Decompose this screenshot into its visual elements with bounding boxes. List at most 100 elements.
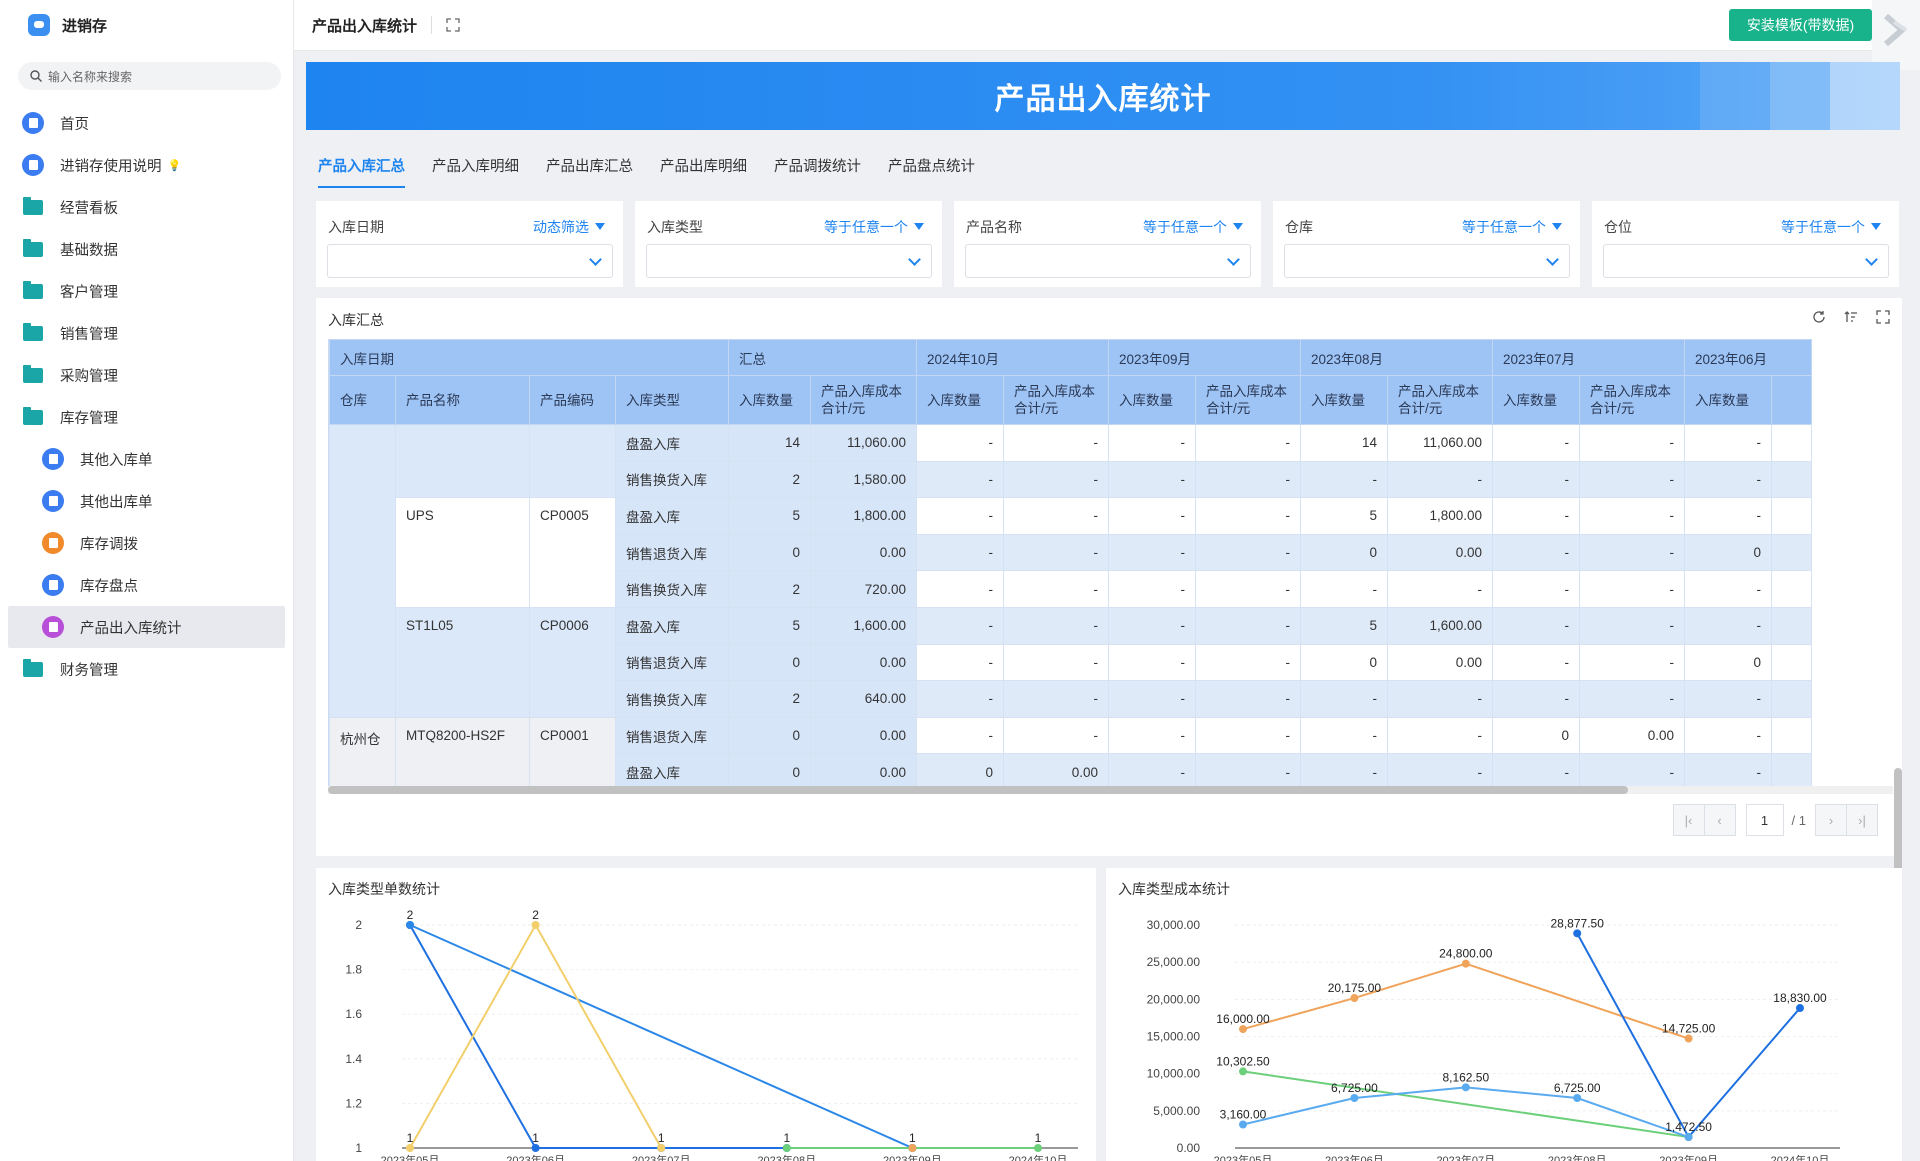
data-table: 入库日期 汇总 2024年10月 2023年09月 2023年08月 2023年07月 20… xyxy=(329,339,1812,791)
table-row[interactable]: 销售退货入库 0 0.00- - - -0 0.00- -0 xyxy=(330,643,1812,682)
value-cell: - xyxy=(916,716,1004,755)
refresh-icon[interactable] xyxy=(1812,310,1826,324)
tab-1[interactable]: 产品入库明细 xyxy=(432,159,519,175)
sidebar-item[interactable]: 其他出库单 xyxy=(0,480,293,522)
sidebar-item[interactable]: 采购管理 xyxy=(0,354,293,396)
sidebar-item[interactable]: 财务管理 xyxy=(0,648,293,690)
first-page-button[interactable]: |‹ xyxy=(1672,804,1705,836)
tab-0[interactable]: 产品入库汇总 xyxy=(318,150,405,188)
column-header[interactable]: 仓库 xyxy=(329,375,396,425)
summary-table[interactable]: 入库日期 汇总 2024年10月 2023年09月 2023年08月 2023年07月 20… xyxy=(328,339,1893,794)
data-point[interactable] xyxy=(406,921,414,929)
tab-5[interactable]: 产品盘点统计 xyxy=(888,159,975,175)
filter-select[interactable] xyxy=(646,244,932,278)
cost-header[interactable]: 产品入库成本 合计/元 xyxy=(1579,375,1685,425)
data-point[interactable] xyxy=(1684,1034,1693,1043)
filter-mode-dropdown[interactable]: 等于任意一个 xyxy=(1781,217,1881,237)
sidebar-item[interactable]: 库存管理 xyxy=(0,396,293,438)
data-point[interactable] xyxy=(1034,1144,1042,1152)
horizontal-scrollbar[interactable] xyxy=(328,786,1893,794)
qty-header[interactable]: 入库数量 xyxy=(916,375,1004,425)
corner-widget[interactable] xyxy=(1872,0,1920,70)
x-tick-label: 2023年07月 xyxy=(632,1153,691,1161)
data-point[interactable] xyxy=(1684,1133,1693,1142)
filter-select[interactable] xyxy=(1603,244,1889,278)
fullscreen-icon[interactable] xyxy=(446,18,460,32)
product-code-cell xyxy=(529,423,616,499)
data-point[interactable] xyxy=(531,1144,540,1152)
fullscreen-icon[interactable] xyxy=(1876,310,1890,324)
column-header[interactable]: 入库类型 xyxy=(615,375,729,425)
column-header[interactable]: 产品编码 xyxy=(529,375,616,425)
table-row[interactable]: 销售换货入库 2 1,580.00- - - - - - - - - xyxy=(330,460,1812,499)
data-point[interactable] xyxy=(406,1144,414,1152)
tab-3[interactable]: 产品出库明细 xyxy=(660,159,747,175)
tab-4[interactable]: 产品调拨统计 xyxy=(774,159,861,175)
filter-mode-dropdown[interactable]: 等于任意一个 xyxy=(1143,217,1243,237)
cost-header[interactable] xyxy=(1771,375,1812,425)
sidebar-item[interactable]: 其他入库单 xyxy=(0,438,293,480)
cost-header[interactable]: 产品入库成本 合计/元 xyxy=(1003,375,1109,425)
data-point[interactable] xyxy=(1573,929,1582,938)
sidebar-item[interactable]: 首页 xyxy=(0,102,293,144)
table-row[interactable]: 杭州仓 MTQ8200-HS2F CP0001 销售退货入库 0 0.00- - - - - -0 0… xyxy=(329,716,1812,791)
qty-header[interactable]: 入库数量 xyxy=(1684,375,1772,425)
data-point[interactable] xyxy=(908,1144,917,1152)
data-point[interactable] xyxy=(657,1144,666,1152)
vertical-scrollbar[interactable] xyxy=(1894,768,1902,918)
data-point[interactable] xyxy=(1350,994,1359,1003)
table-row[interactable]: 销售换货入库 2 720.00- - - - - - - - - xyxy=(330,570,1812,608)
sidebar-item[interactable]: 基础数据 xyxy=(0,228,293,270)
cost-header[interactable]: 产品入库成本 合计/元 xyxy=(1387,375,1493,425)
table-row[interactable]: UPS CP0005 盘盈入库 5 1,800.00- - - -5 1,800.00- - - xyxy=(330,497,1812,608)
data-point[interactable] xyxy=(1461,959,1470,968)
data-point[interactable] xyxy=(1239,1120,1247,1129)
sidebar-item[interactable]: 销售管理 xyxy=(0,312,293,354)
table-row[interactable]: 销售换货入库 2 640.00- - - - - - - - - xyxy=(330,680,1812,718)
sidebar-item[interactable]: 库存盘点 xyxy=(0,564,293,606)
data-point[interactable] xyxy=(1350,1094,1359,1103)
scroll-thumb[interactable] xyxy=(328,786,1628,794)
sidebar-item[interactable]: 进销存使用说明 💡 xyxy=(0,144,293,186)
qty-header[interactable]: 入库数量 xyxy=(1300,375,1388,425)
table-row[interactable]: 销售退货入库 0 0.00- - - -0 0.00- -0 xyxy=(330,533,1812,572)
table-row[interactable]: 盘盈入库 14 11,060.00- - - -14 11,060.00- - - xyxy=(329,423,1812,718)
data-point[interactable] xyxy=(1796,1004,1804,1013)
page-number-input[interactable]: 1 xyxy=(1745,804,1784,836)
data-point[interactable] xyxy=(1573,1094,1582,1103)
next-page-button[interactable]: › xyxy=(1815,804,1847,836)
count-line-chart[interactable]: 2 1.8 1.6 1.4 1.2 1 2023年05月 2023年06月 2023年07月 20… xyxy=(316,868,1096,1161)
last-page-button[interactable]: ›| xyxy=(1846,804,1878,836)
sidebar-item[interactable]: 客户管理 xyxy=(0,270,293,312)
value-cell: - xyxy=(1300,753,1388,791)
filter-select[interactable] xyxy=(965,244,1251,278)
filter-mode-dropdown[interactable]: 动态筛选 xyxy=(533,217,605,237)
search-input[interactable]: 输入名称来搜索 xyxy=(18,62,281,90)
sidebar-item[interactable]: 经营看板 xyxy=(0,186,293,228)
cost-header[interactable]: 产品入库成本 合计/元 xyxy=(810,375,917,425)
filter-mode-dropdown[interactable]: 等于任意一个 xyxy=(1462,217,1562,237)
data-point[interactable] xyxy=(1239,1025,1247,1034)
data-point[interactable] xyxy=(782,1144,791,1152)
qty-header[interactable]: 入库数量 xyxy=(728,375,811,425)
sort-icon[interactable] xyxy=(1844,310,1858,324)
table-row[interactable]: 盘盈入库 0 0.00 0 0.00- - - - - - - xyxy=(330,753,1812,791)
sidebar-item[interactable]: 产品出入库统计 xyxy=(8,606,285,648)
sidebar-item[interactable]: 库存调拨 xyxy=(0,522,293,564)
filter-select[interactable] xyxy=(1284,244,1570,278)
cost-line-chart[interactable]: 30,000.00 25,000.00 20,000.00 15,000.00 10,0… xyxy=(1106,868,1902,1161)
filter-select[interactable] xyxy=(327,244,613,278)
data-point[interactable] xyxy=(1239,1067,1247,1076)
table-row[interactable]: ST1L05 CP0006 盘盈入库 5 1,600.00- - - -5 1,600.00- -… xyxy=(330,606,1812,718)
prev-page-button[interactable]: ‹ xyxy=(1703,804,1736,836)
data-point[interactable] xyxy=(531,921,540,929)
data-point[interactable] xyxy=(1461,1083,1470,1092)
tab-2[interactable]: 产品出库汇总 xyxy=(546,159,633,175)
qty-header[interactable]: 入库数量 xyxy=(1492,375,1580,425)
app-brand[interactable]: 进销存 xyxy=(0,0,293,50)
qty-header[interactable]: 入库数量 xyxy=(1108,375,1196,425)
cost-header[interactable]: 产品入库成本 合计/元 xyxy=(1195,375,1301,425)
filter-mode-dropdown[interactable]: 等于任意一个 xyxy=(824,217,924,237)
column-header[interactable]: 产品名称 xyxy=(395,375,530,425)
install-template-button[interactable]: 安装模板(带数据) xyxy=(1729,9,1872,41)
